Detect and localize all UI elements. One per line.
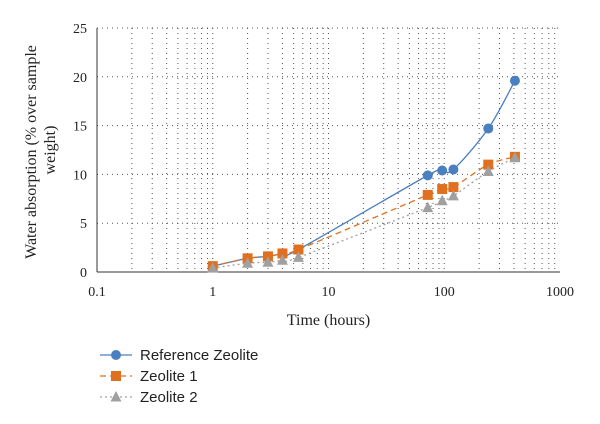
legend-marker-reference-zeolite	[111, 350, 121, 360]
data-point-zeolite-1	[293, 244, 304, 255]
series-zeolite-2	[207, 151, 521, 273]
data-point-zeolite-2	[447, 189, 459, 201]
series-layer	[207, 75, 521, 273]
data-point-zeolite-1	[422, 189, 433, 200]
data-point-zeolite-2	[207, 262, 219, 273]
data-point-zeolite-2	[422, 201, 434, 213]
axes	[96, 28, 560, 273]
data-point-reference-zeolite	[483, 123, 494, 134]
grid	[97, 27, 560, 272]
y-tick-label: 20	[73, 71, 87, 86]
series-line-zeolite-2	[212, 157, 516, 269]
legend-label-zeolite-1: Zeolite 1	[140, 368, 198, 385]
legend-marker-zeolite-1	[111, 371, 121, 381]
data-point-zeolite-1	[483, 159, 494, 170]
y-tick-label: 15	[73, 120, 87, 135]
data-point-zeolite-1	[448, 182, 459, 193]
data-point-zeolite-1	[437, 184, 448, 195]
x-tick-label: 0.1	[88, 285, 106, 300]
data-point-zeolite-2	[509, 151, 521, 163]
tick-labels: 0 5 10 15 20 25 0.1 1 10 100 1000	[73, 22, 574, 300]
data-point-reference-zeolite	[437, 165, 448, 176]
y-tick-label: 10	[73, 168, 87, 183]
x-tick-label: 10	[322, 285, 336, 300]
data-point-zeolite-2	[262, 256, 274, 267]
data-point-zeolite-2	[436, 194, 448, 206]
data-point-zeolite-2	[276, 254, 288, 265]
legend-label-reference-zeolite: Reference Zeolite	[140, 347, 258, 364]
y-axis-title-line-2: weight)	[42, 126, 59, 175]
data-point-zeolite-2	[482, 165, 494, 176]
x-tick-label: 1	[209, 285, 216, 300]
y-axis-title-line-1: Water absorption (% over sample	[23, 45, 40, 259]
x-axis-title: Time (hours)	[287, 312, 370, 329]
data-point-reference-zeolite	[509, 75, 520, 86]
data-point-zeolite-2	[292, 251, 304, 262]
data-point-zeolite-1	[277, 248, 288, 259]
y-tick-label: 5	[80, 217, 87, 232]
legend-label-zeolite-2: Zeolite 2	[140, 389, 198, 406]
y-tick-label: 0	[80, 266, 87, 281]
data-point-zeolite-2	[242, 257, 254, 268]
x-tick-label: 1000	[546, 285, 574, 300]
series-line-reference-zeolite	[212, 80, 516, 267]
legend: Reference Zeolite Zeolite 1 Zeolite 2	[100, 347, 258, 406]
legend-marker-zeolite-2	[110, 391, 122, 402]
data-point-reference-zeolite	[422, 170, 433, 181]
data-point-reference-zeolite	[448, 164, 459, 175]
series-line-zeolite-1	[212, 156, 516, 267]
y-axis-title: Water absorption (% over sample weight)	[23, 41, 59, 259]
x-tick-label: 100	[434, 285, 455, 300]
y-tick-label: 25	[73, 22, 87, 37]
